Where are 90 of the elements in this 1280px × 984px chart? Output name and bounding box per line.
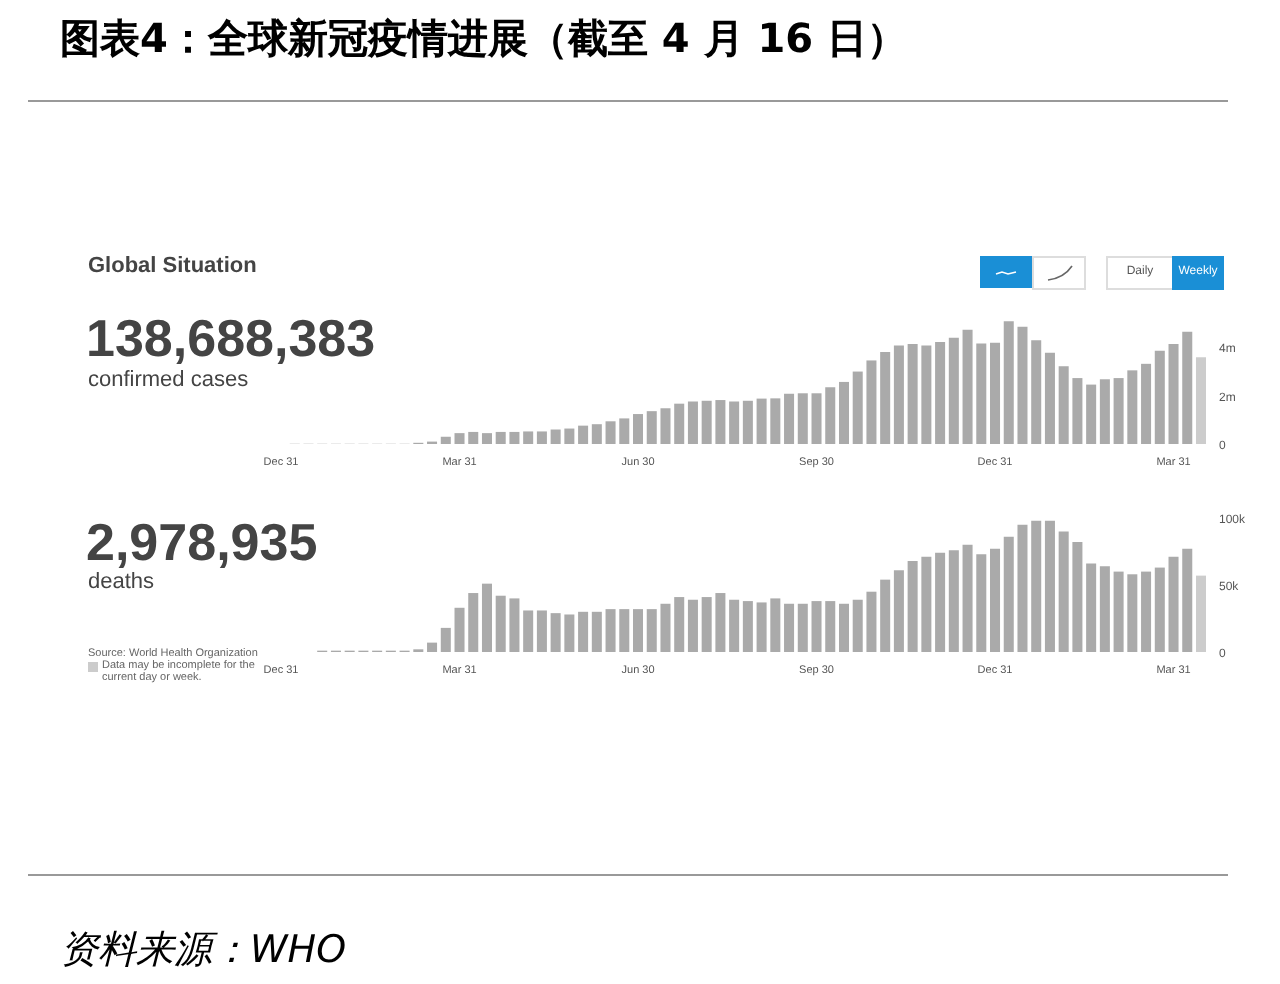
bar xyxy=(1030,519,1041,651)
bar xyxy=(989,547,1000,651)
bar xyxy=(961,329,972,444)
bar xyxy=(481,433,492,444)
bar xyxy=(1167,555,1178,651)
text: deaths xyxy=(88,570,155,594)
bar xyxy=(728,598,739,651)
text: 资料来源：WHO xyxy=(60,926,347,976)
chart-title: 图表4：全球新冠疫情进展（截至 4 月 16 日） xyxy=(60,12,908,66)
annotation: 2,978,935 xyxy=(86,512,318,572)
bar xyxy=(1112,378,1123,444)
bar xyxy=(439,626,450,651)
bar xyxy=(783,602,794,651)
bar xyxy=(810,600,821,651)
bar xyxy=(989,342,1000,444)
bar xyxy=(645,411,656,444)
bar xyxy=(549,612,560,651)
bar xyxy=(1044,519,1055,651)
bar xyxy=(1057,366,1068,444)
bar xyxy=(1057,530,1068,651)
bar xyxy=(906,344,917,444)
bar xyxy=(687,401,698,444)
bar xyxy=(673,596,684,651)
bar xyxy=(783,393,794,444)
bar xyxy=(700,596,711,651)
bar xyxy=(591,610,602,651)
bar xyxy=(645,608,656,651)
bar xyxy=(948,337,959,444)
bar xyxy=(1099,379,1110,444)
bar xyxy=(1167,344,1178,444)
bar xyxy=(796,393,807,444)
bar xyxy=(742,600,753,651)
bar xyxy=(934,551,945,651)
bar xyxy=(755,601,766,651)
bar xyxy=(1140,570,1151,651)
bar xyxy=(851,371,862,444)
annotation: 138,688,383 xyxy=(86,308,376,370)
bar xyxy=(673,403,684,444)
bar xyxy=(1002,535,1013,651)
bar xyxy=(1099,565,1110,651)
bar xyxy=(426,641,437,651)
bar xyxy=(536,431,547,444)
bar xyxy=(742,400,753,444)
bar xyxy=(632,608,643,651)
bar xyxy=(934,342,945,444)
bar xyxy=(453,606,464,651)
bar xyxy=(1002,321,1013,444)
bar xyxy=(893,345,904,444)
bar xyxy=(810,393,821,444)
bar xyxy=(700,400,711,444)
bar xyxy=(879,351,890,444)
bar xyxy=(755,398,766,444)
bar xyxy=(961,543,972,651)
chart-subtitle: Global Situation xyxy=(88,254,257,278)
bar xyxy=(481,582,492,651)
bar xyxy=(1112,570,1123,651)
bar xyxy=(838,381,849,444)
bar xyxy=(1030,340,1041,444)
bar xyxy=(522,431,533,444)
bar xyxy=(549,429,560,444)
bar xyxy=(838,602,849,651)
bar xyxy=(577,610,588,651)
bar xyxy=(948,549,959,651)
bar xyxy=(439,436,450,444)
bar xyxy=(1195,357,1206,444)
bar xyxy=(604,608,615,651)
bar xyxy=(1085,562,1096,651)
bar xyxy=(577,425,588,444)
bar xyxy=(1195,574,1206,651)
bar xyxy=(879,578,890,651)
bar xyxy=(906,559,917,651)
bar xyxy=(536,609,547,651)
bar xyxy=(591,424,602,444)
bar xyxy=(494,431,505,444)
bar xyxy=(632,414,643,444)
bar xyxy=(604,421,615,444)
bar xyxy=(1085,384,1096,444)
bar xyxy=(1044,352,1055,444)
bar xyxy=(522,609,533,651)
bar xyxy=(687,598,698,651)
bar xyxy=(1153,350,1164,444)
bar xyxy=(453,433,464,444)
bar xyxy=(796,602,807,651)
bar xyxy=(1140,363,1151,444)
text: confirmed cases xyxy=(88,368,249,392)
bar xyxy=(851,598,862,651)
bar xyxy=(728,401,739,444)
bar xyxy=(893,569,904,651)
bar xyxy=(1153,566,1164,651)
bar xyxy=(494,594,505,651)
